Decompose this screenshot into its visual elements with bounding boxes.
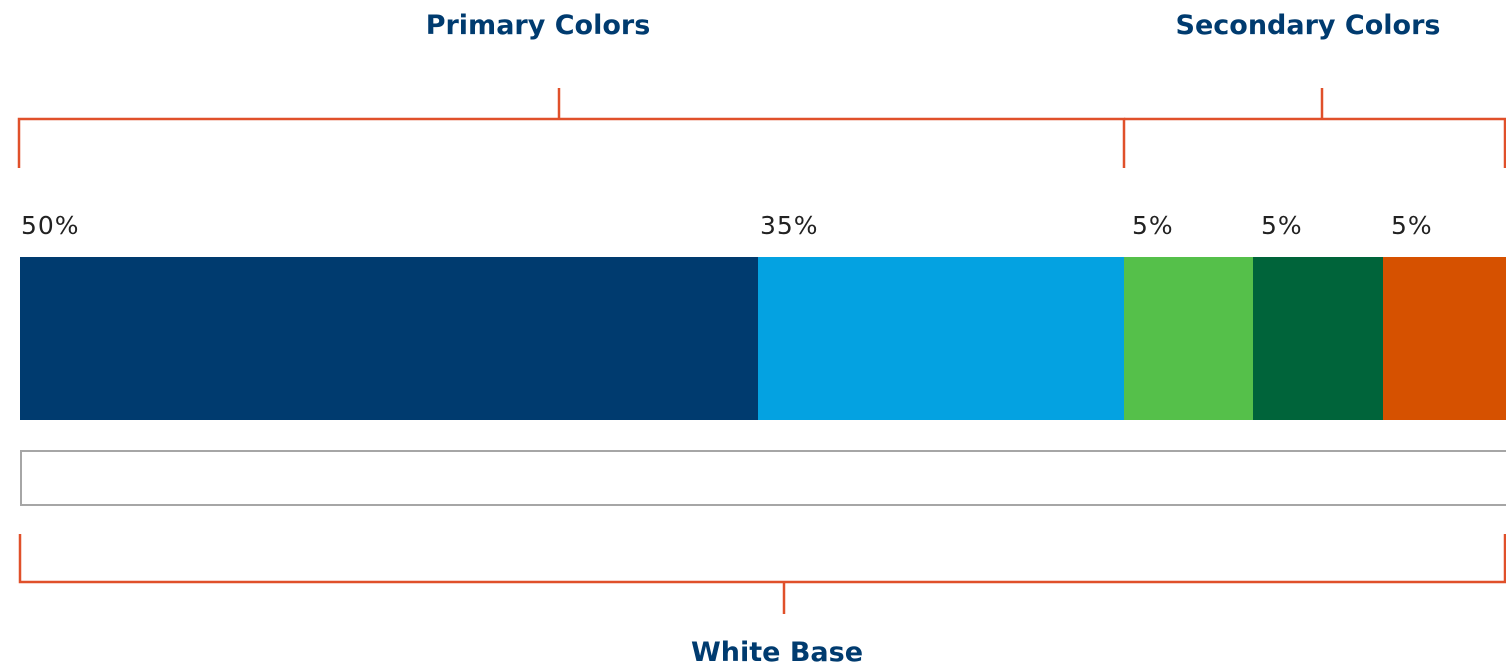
- base-bracket: [18, 534, 1506, 614]
- primary-colors-title: Primary Colors: [425, 10, 651, 41]
- light-green-segment: [1124, 257, 1253, 420]
- sky-blue-segment: [758, 257, 1124, 420]
- segment-percent-label: 5%: [1261, 211, 1303, 240]
- base-bracket-line: [18, 534, 1506, 584]
- secondary-bracket-line: [1124, 117, 1506, 168]
- orange-segment: [1383, 257, 1506, 420]
- white-base-bar: [20, 450, 1506, 506]
- segment-percent-label: 5%: [1132, 211, 1174, 240]
- segment-percent-label: 35%: [760, 211, 819, 240]
- white-base-title: White Base: [690, 637, 864, 668]
- color-proportion-bar: [20, 257, 1506, 420]
- primary-bracket: [17, 88, 1126, 168]
- secondary-bracket: [1124, 88, 1506, 168]
- primary-bracket-line: [17, 117, 1126, 168]
- navy-segment: [20, 257, 758, 420]
- segment-percent-label: 5%: [1391, 211, 1433, 240]
- dark-green-segment: [1253, 257, 1383, 420]
- segment-percent-label: 50%: [21, 211, 80, 240]
- secondary-colors-title: Secondary Colors: [1175, 10, 1441, 41]
